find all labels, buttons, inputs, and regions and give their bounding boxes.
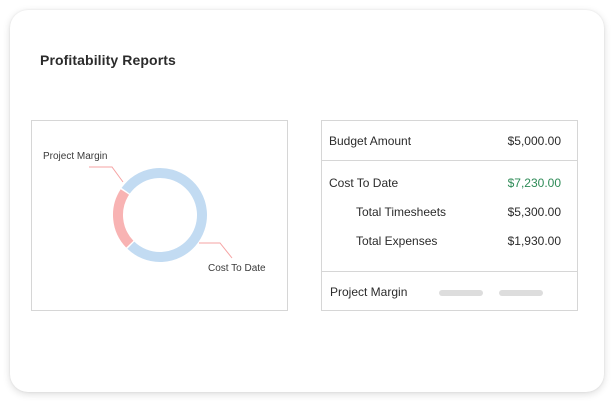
total-expenses-row: Total Expenses $1,930.00 <box>322 234 577 254</box>
page-title: Profitability Reports <box>40 52 176 68</box>
loading-placeholder <box>439 290 483 296</box>
cost-to-date-label: Cost To Date <box>329 176 399 190</box>
donut-slice-cost-to-date <box>121 168 207 262</box>
budget-amount-value: $5,000.00 <box>507 134 561 148</box>
total-timesheets-label: Total Timesheets <box>356 205 447 219</box>
slice-label-cost-to-date: Cost To Date <box>208 263 266 274</box>
donut-chart-panel: Project Margin Cost To Date <box>31 120 288 311</box>
cost-summary-panel: Budget Amount $5,000.00 Cost To Date $7,… <box>321 120 578 311</box>
loading-placeholder <box>499 290 543 296</box>
cost-to-date-row: Cost To Date $7,230.00 <box>322 176 577 196</box>
label-leader-cost <box>199 242 233 259</box>
cost-to-date-value: $7,230.00 <box>507 176 561 190</box>
budget-amount-row: Budget Amount $5,000.00 <box>322 134 577 154</box>
label-leader-margin <box>89 166 124 183</box>
total-timesheets-row: Total Timesheets $5,300.00 <box>322 205 577 225</box>
divider <box>322 271 577 272</box>
budget-amount-label: Budget Amount <box>329 134 412 148</box>
divider <box>322 160 577 161</box>
total-expenses-label: Total Expenses <box>356 234 438 248</box>
project-margin-row: Project Margin <box>322 285 577 305</box>
slice-label-project-margin: Project Margin <box>43 151 108 162</box>
donut-chart <box>89 166 233 262</box>
donut-slice-project-margin <box>113 189 134 248</box>
profitability-report-card: Profitability Reports Project Margin Cos… <box>10 10 604 392</box>
total-expenses-value: $1,930.00 <box>507 234 561 248</box>
project-margin-label: Project Margin <box>330 285 408 299</box>
total-timesheets-value: $5,300.00 <box>507 205 561 219</box>
